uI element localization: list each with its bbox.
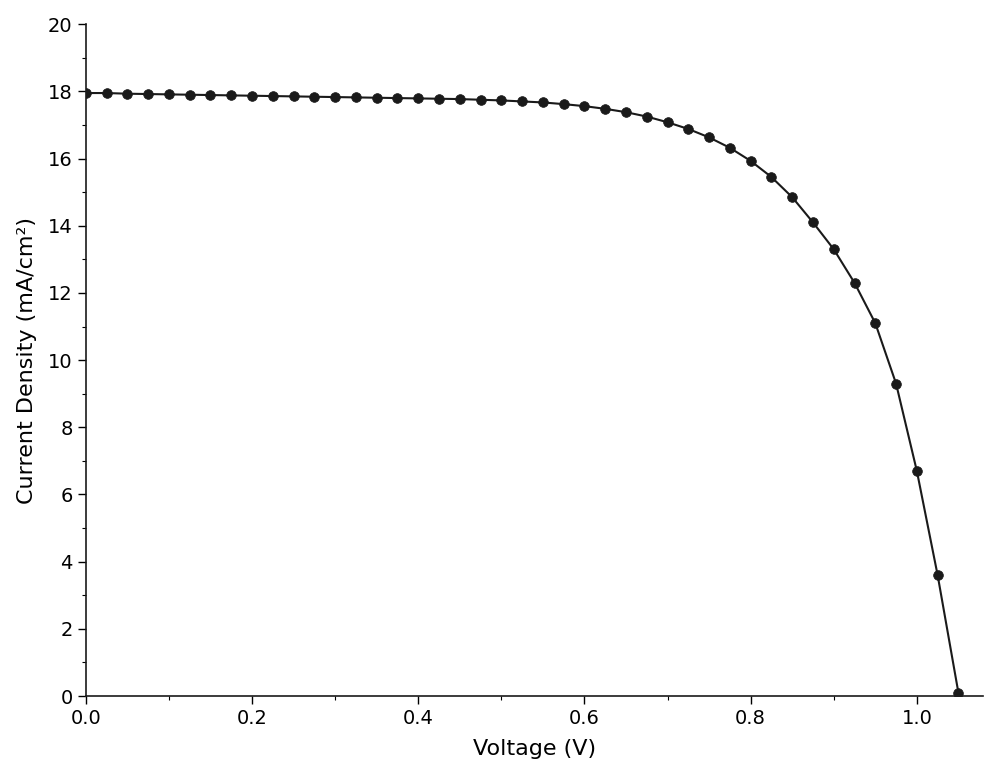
X-axis label: Voltage (V): Voltage (V) [473, 740, 596, 760]
Y-axis label: Current Density (mA/cm²): Current Density (mA/cm²) [17, 217, 37, 504]
